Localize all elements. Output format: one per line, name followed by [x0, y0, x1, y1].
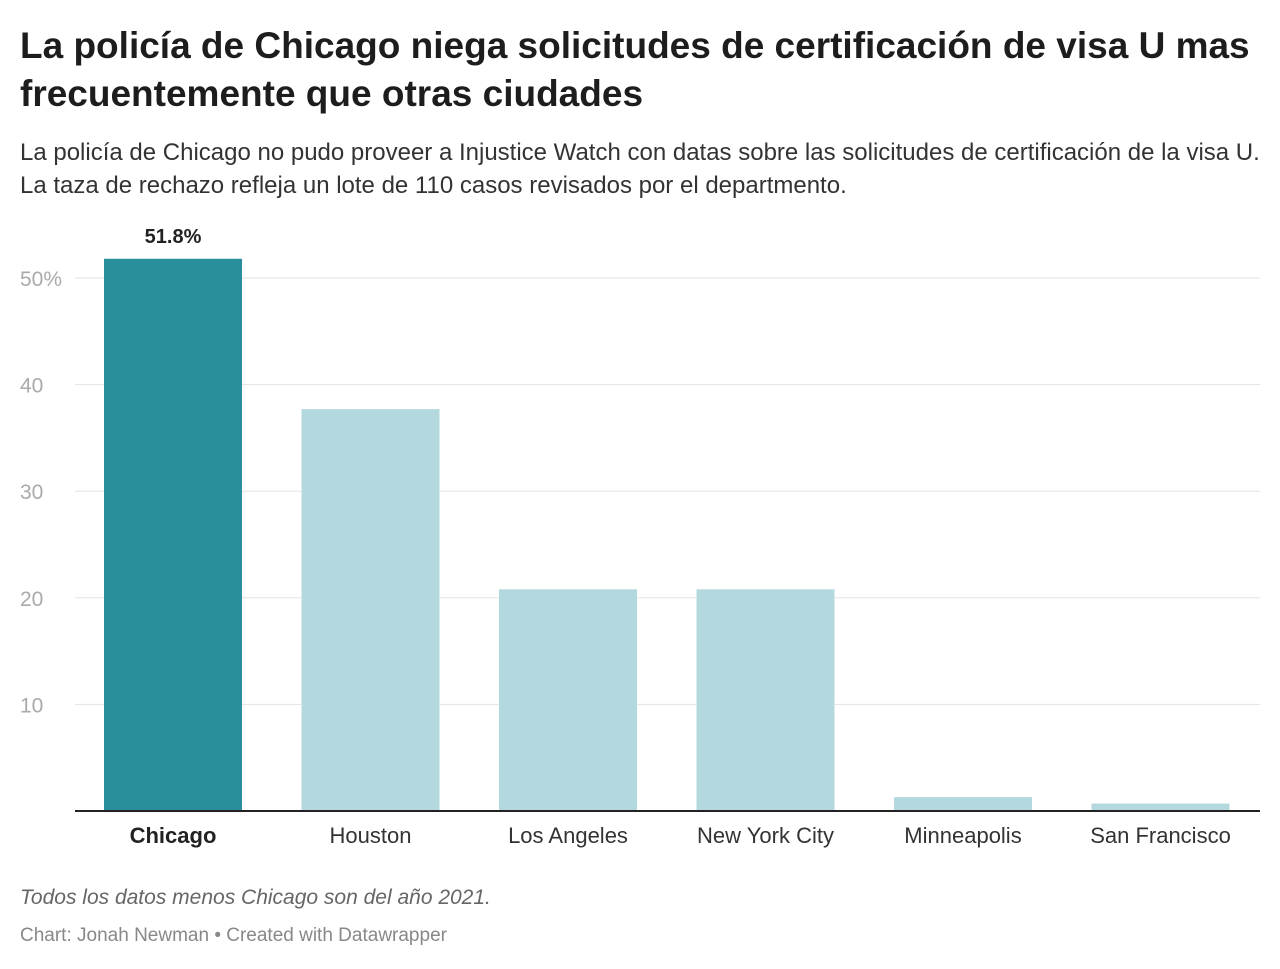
chart-byline: Chart: Jonah Newman • Created with Dataw…: [20, 925, 447, 946]
x-tick-label: Chicago: [130, 823, 217, 848]
bar-los-angeles: [499, 589, 637, 811]
y-tick-label: 20: [20, 588, 43, 611]
bar-new-york-city: [696, 589, 835, 811]
chart-subtitle: La policía de Chicago no pudo proveer a …: [20, 139, 1260, 199]
chart-note: Todos los datos menos Chicago son del añ…: [20, 886, 491, 909]
y-tick-label: 50%: [20, 268, 62, 291]
data-label: 51.8%: [145, 226, 202, 248]
bar-minneapolis: [894, 797, 1032, 811]
chart-title: La policía de Chicago niega solicitudes …: [20, 25, 1250, 114]
x-tick-label: Houston: [330, 823, 412, 848]
x-tick-label: New York City: [697, 823, 834, 848]
bar-chicago: [104, 258, 242, 811]
x-tick-label: Los Angeles: [508, 823, 628, 848]
y-tick-label: 10: [20, 694, 43, 717]
x-tick-label: San Francisco: [1090, 823, 1231, 848]
y-tick-label: 40: [20, 375, 43, 398]
bar-houston: [301, 409, 440, 811]
x-tick-label: Minneapolis: [904, 823, 1021, 848]
bar-san-francisco: [1091, 803, 1230, 811]
y-tick-label: 30: [20, 481, 43, 504]
bar-chart: 10 20 30 40 50% Chicago 51.8% Houston Los Angele…: [20, 226, 1260, 848]
